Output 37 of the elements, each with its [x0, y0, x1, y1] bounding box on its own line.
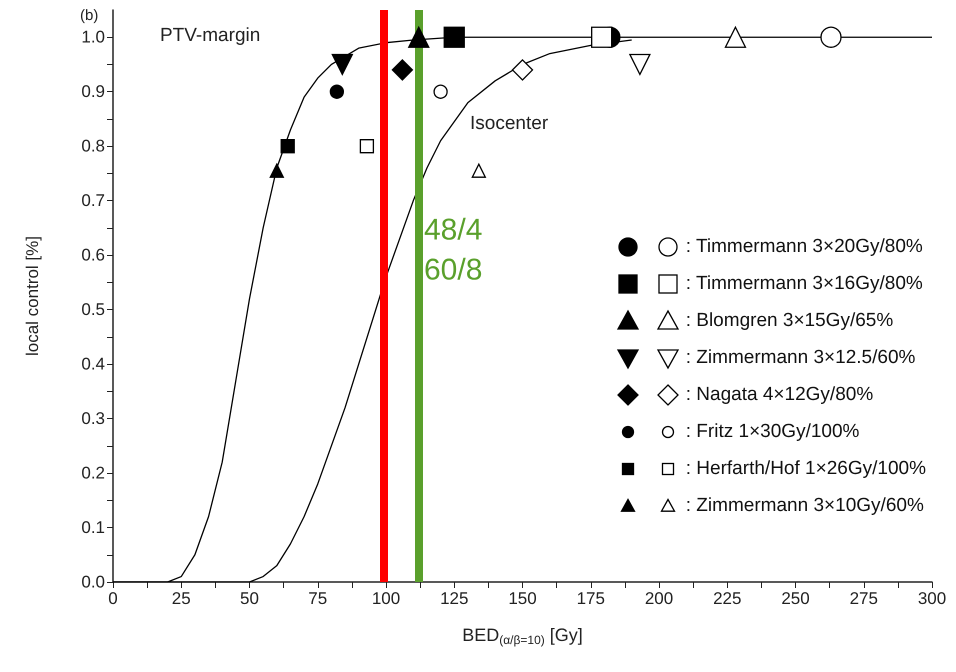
y-tick-label: 0.3: [81, 409, 105, 428]
x-tick-label: 125: [440, 589, 468, 608]
x-tick-label: 50: [240, 589, 259, 608]
annotation: PTV-margin: [160, 25, 260, 46]
x-tick-label: 275: [850, 589, 878, 608]
x-tick-label: 250: [781, 589, 810, 608]
y-tick-label: 0.9: [81, 82, 105, 102]
x-tick-label: 175: [576, 589, 605, 608]
x-tick-label: 0: [108, 589, 118, 608]
y-tick-label: 0.4: [81, 354, 105, 374]
legend-label: : Timmermann 3×20Gy/80%: [686, 236, 923, 258]
y-tick-label: 0.1: [81, 518, 105, 538]
x-tick-label: 200: [644, 589, 674, 608]
annotation: 48/4 60/8: [424, 214, 482, 286]
y-tick-label: 1.0: [81, 28, 105, 47]
y-tick-label: 0.2: [81, 464, 105, 483]
x-tick-label: 75: [308, 589, 328, 608]
y-axis-title: local control [%]: [23, 236, 42, 356]
annotation: Isocenter: [470, 113, 549, 134]
x-tick-label: 300: [918, 589, 946, 608]
x-tick-label: 100: [372, 589, 400, 608]
legend-label: : Zimmermann 3×12.5/60%: [686, 346, 916, 368]
y-tick-label: 0.5: [81, 300, 105, 320]
legend-label: : Fritz 1×30Gy/100%: [686, 420, 860, 442]
y-tick-label: 0.6: [81, 246, 105, 265]
legend-label: : Blomgren 3×15Gy/65%: [686, 310, 894, 332]
y-tick-label: 0.0: [81, 572, 105, 592]
x-tick-label: 25: [172, 589, 191, 608]
text: (b): [80, 7, 98, 24]
y-tick-label: 0.8: [81, 136, 105, 156]
legend-label: : Zimmermann 3×10Gy/60%: [686, 494, 924, 516]
legend-label: : Timmermann 3×16Gy/80%: [686, 272, 923, 294]
x-tick-label: 150: [508, 589, 537, 608]
y-tick-label: 0.7: [81, 191, 105, 210]
x-tick-label: 225: [713, 589, 742, 608]
legend-label: : Herfarth/Hof 1×26Gy/100%: [686, 458, 926, 480]
legend-label: : Nagata 4×12Gy/80%: [686, 384, 874, 406]
